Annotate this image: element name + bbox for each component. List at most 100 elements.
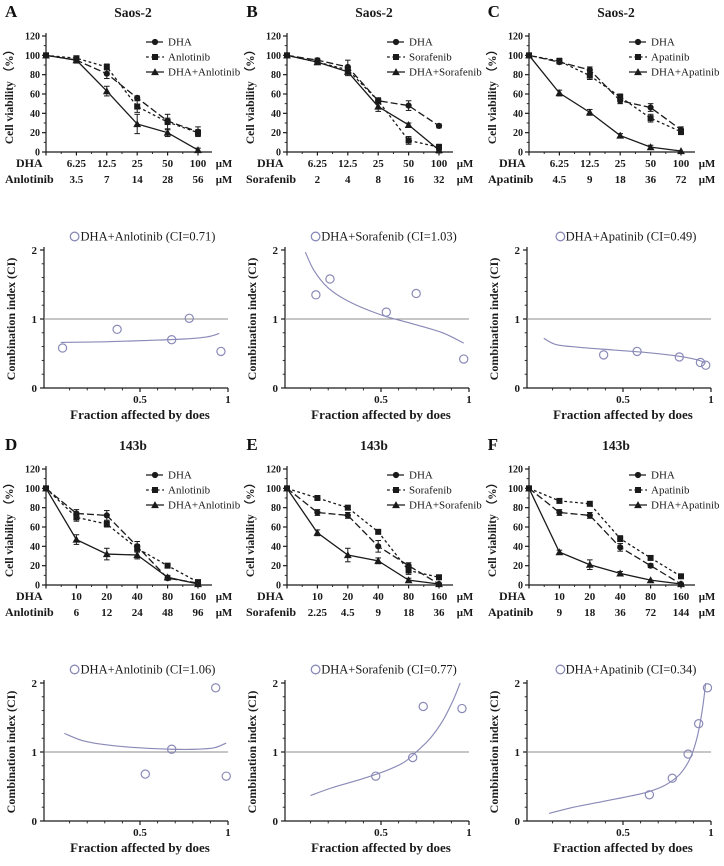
ci-x-axis-label: Fraction affected by does	[553, 407, 693, 422]
svg-text:μM: μM	[698, 607, 715, 619]
svg-text:56: 56	[193, 174, 205, 186]
panel-a: A Saos-2 Cell viability （%） 0 20 40 60 80 100 12…	[0, 0, 241, 433]
ci-point	[325, 274, 335, 284]
legend-label: Apatinib	[651, 485, 690, 497]
ci-legend-label: DHA+Anlotinib (CI=0.71)	[81, 230, 216, 244]
svg-text:μM: μM	[216, 591, 233, 603]
svg-text:12.5: 12.5	[580, 158, 600, 170]
circle-marker	[634, 471, 641, 479]
circle-marker	[555, 509, 563, 516]
square-marker	[556, 497, 563, 504]
svg-text:40: 40	[30, 109, 40, 120]
svg-text:24: 24	[132, 607, 144, 619]
ci-point	[216, 346, 226, 357]
triangle-marker	[102, 550, 111, 558]
ci-point	[221, 771, 231, 781]
circle-marker	[134, 94, 141, 101]
ci-point	[210, 683, 221, 693]
panel-d: D 143b Cell viability （%） 0 20 40 60 80 100 120 D…	[0, 433, 241, 866]
svg-text:1: 1	[273, 314, 279, 326]
circle-marker	[647, 562, 654, 569]
svg-text:50: 50	[403, 158, 415, 170]
triangle-marker	[344, 67, 353, 75]
svg-text:50: 50	[645, 158, 657, 170]
ci-point	[700, 360, 711, 370]
ci-fit-curve	[60, 332, 220, 344]
axes	[522, 247, 712, 392]
dose-row-label: DHA	[257, 156, 284, 170]
svg-text:100: 100	[431, 158, 448, 170]
ci-legend-circle-icon	[310, 664, 321, 675]
svg-text:0.5: 0.5	[133, 394, 147, 406]
svg-text:80: 80	[271, 503, 281, 514]
square-marker	[103, 63, 110, 70]
ci-x-axis-label: Fraction affected by does	[311, 407, 451, 422]
triangle-marker	[374, 102, 383, 110]
svg-text:60: 60	[513, 90, 523, 101]
svg-text:1: 1	[708, 394, 714, 406]
circle-marker	[647, 104, 654, 111]
triangle-marker	[283, 484, 292, 492]
svg-text:0: 0	[273, 816, 279, 828]
ci-svg: DHA+Anlotinib (CI=0.71) 0 1 2 0.5 1 Combinatio…	[4, 230, 231, 423]
circle-marker	[436, 122, 443, 129]
svg-text:2: 2	[273, 678, 279, 690]
ci-legend-circle-icon	[310, 231, 321, 242]
ci-x-axis-label: Fraction affected by does	[553, 840, 693, 855]
square-marker	[634, 487, 641, 493]
dose-row-label: DHA	[499, 589, 526, 603]
ci-legend-label: DHA+Sorafenib (CI=1.03)	[322, 230, 458, 244]
y-axis-label: Cell viability （%）	[2, 44, 16, 144]
svg-text:160: 160	[190, 591, 207, 603]
triangle-marker	[646, 143, 655, 151]
svg-text:120: 120	[266, 465, 281, 476]
svg-text:40: 40	[614, 591, 626, 603]
square-marker	[677, 128, 684, 135]
svg-text:20: 20	[513, 128, 523, 139]
chart-title: Saos-2	[597, 5, 635, 20]
axes	[281, 680, 470, 825]
square-marker	[556, 58, 563, 65]
svg-text:0: 0	[276, 581, 281, 592]
circle-marker	[616, 544, 623, 551]
ci-point	[674, 352, 684, 362]
ci-svg: DHA+Sorafenib (CI=0.77) 0 1 2 0.5 1 Combinatio…	[245, 663, 472, 856]
y-axis-label: Cell viability （%）	[243, 44, 257, 144]
legend-label: DHA+Anlotinib	[168, 500, 241, 512]
svg-text:100: 100	[190, 158, 207, 170]
svg-text:8: 8	[376, 174, 382, 186]
ci-points	[57, 313, 226, 357]
svg-text:7: 7	[104, 174, 110, 186]
svg-text:1: 1	[32, 747, 38, 759]
svg-text:100: 100	[25, 51, 40, 62]
series-Anlotinib	[43, 52, 201, 137]
svg-text:μM: μM	[698, 158, 715, 170]
triangle-marker	[72, 56, 81, 64]
ci-point	[418, 701, 429, 712]
square-marker	[436, 574, 443, 581]
svg-text:6: 6	[74, 607, 80, 619]
ci-chart: DHA+Apatinib (CI=0.34) 0 1 2 0.5 1 Combination…	[483, 653, 724, 866]
series-DHA	[525, 52, 684, 134]
svg-text:160: 160	[431, 591, 448, 603]
svg-text:1: 1	[225, 394, 231, 406]
svg-text:4.5: 4.5	[341, 607, 355, 619]
dose-row-label: Anlotinib	[5, 172, 54, 186]
svg-text:20: 20	[513, 561, 523, 572]
ci-point	[381, 307, 392, 317]
panel-letter-b: B	[246, 2, 258, 21]
viability-svg: Saos-2 Cell viability （%） 0 20 40 60 80 100 120 D…	[2, 5, 241, 186]
svg-text:1: 1	[32, 314, 38, 326]
triangle-marker	[163, 573, 172, 581]
series-Apatinib	[525, 52, 684, 136]
dose-row-label: DHA	[257, 589, 284, 603]
ci-legend-circle-icon	[555, 231, 566, 242]
viability-svg: 143b Cell viability （%） 0 20 40 60 80 100 120 DHA…	[485, 438, 720, 619]
svg-text:10: 10	[312, 591, 324, 603]
ci-point	[683, 749, 693, 759]
svg-text:1: 1	[273, 747, 279, 759]
chart-title: Saos-2	[114, 5, 152, 20]
axes	[281, 247, 470, 392]
legend-label: DHA	[168, 470, 192, 482]
